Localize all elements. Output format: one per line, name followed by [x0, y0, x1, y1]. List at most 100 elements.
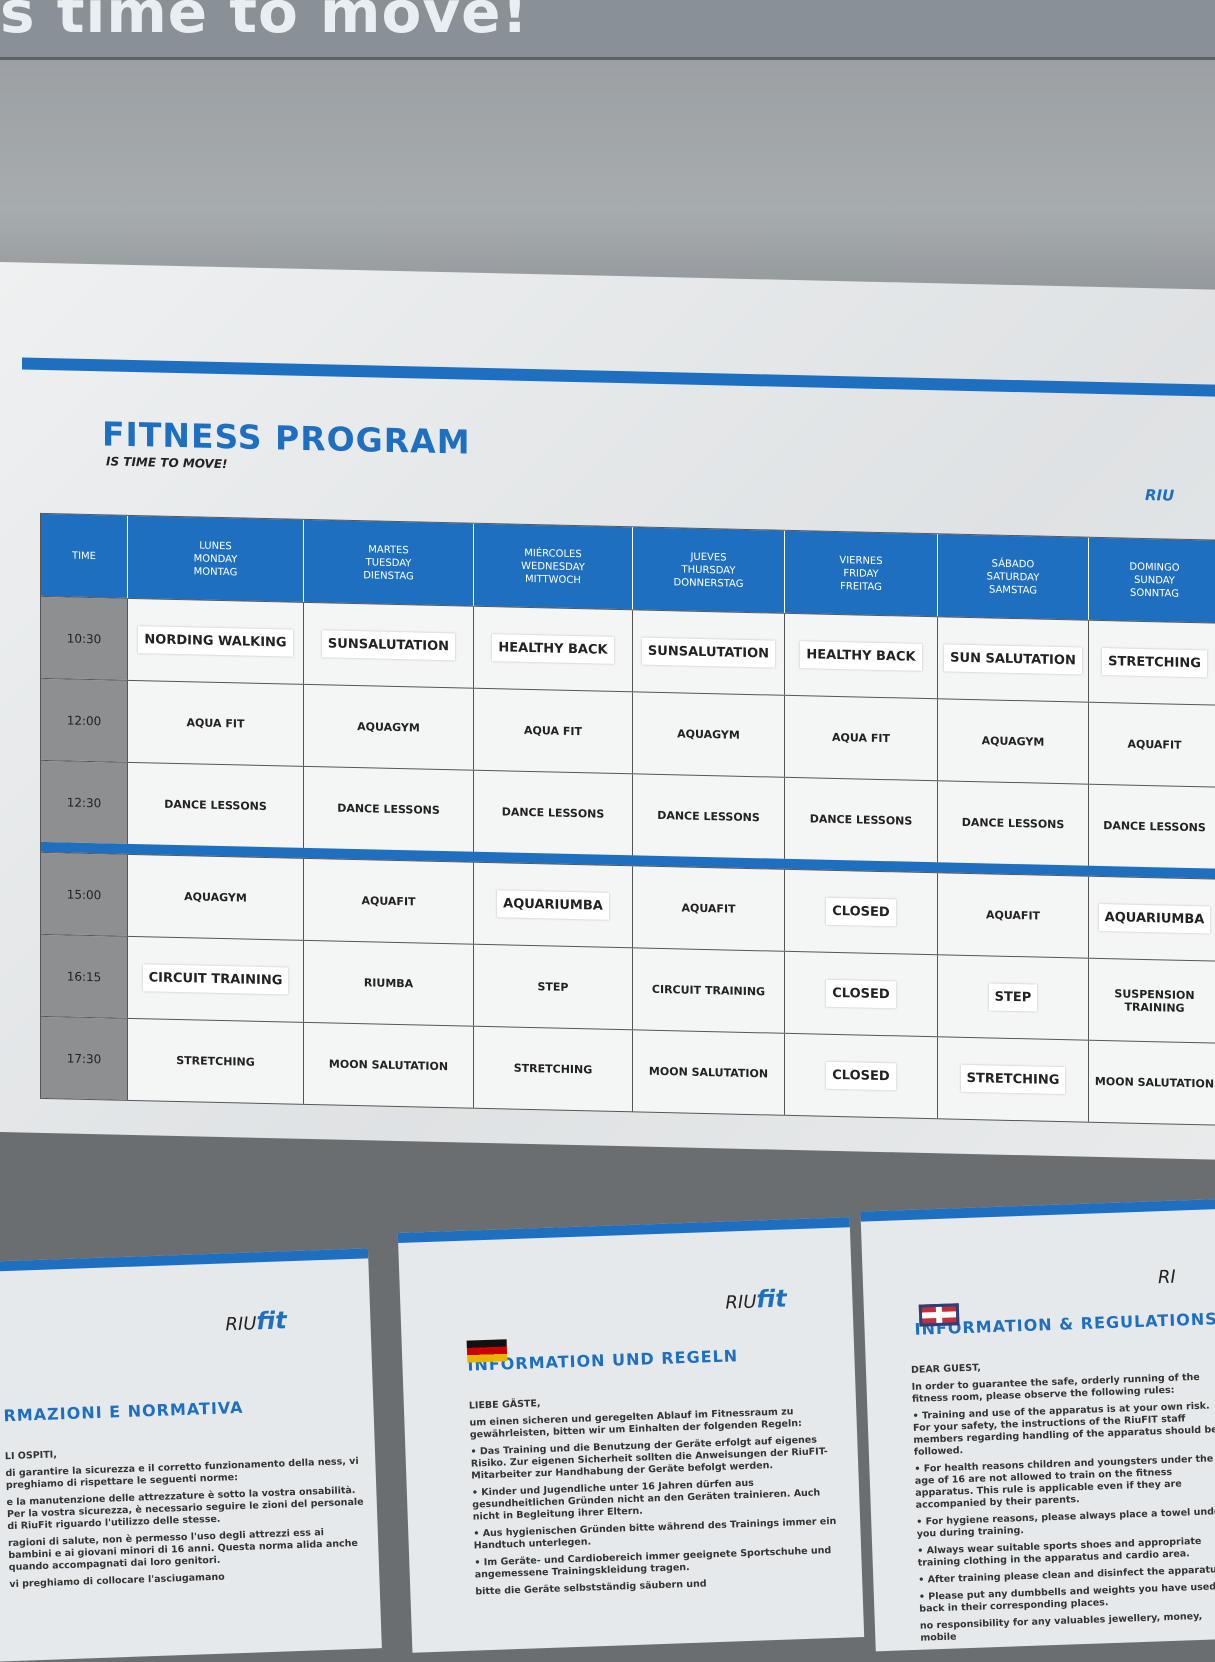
logo-text: RI	[1157, 1266, 1177, 1289]
notice-paragraph: • Please put any dumbbells and weights y…	[918, 1581, 1215, 1615]
logo-text-fit: fit	[755, 1284, 788, 1314]
class-label-sticker: SUN SALUTATION	[944, 644, 1082, 675]
class-cell: DANCE LESSONS	[633, 774, 785, 859]
poster-subtitle: IS TIME TO MOVE!	[106, 454, 228, 472]
class-label-sticker: HEALTHY BACK	[800, 641, 922, 671]
notice-paragraph: ragioni di salute, non è permesso l'uso …	[7, 1527, 359, 1574]
class-cell: HEALTHY BACK	[785, 613, 938, 699]
top-banner: s time to move!	[0, 0, 1215, 60]
class-label-sticker: NORDING WALKING	[138, 626, 293, 657]
class-label-sticker: AQUARIUMBA	[497, 890, 609, 920]
column-header: SÁBADO SATURDAY SAMSTAG	[938, 534, 1089, 620]
class-cell: DANCE LESSONS	[128, 762, 304, 848]
class-cell: AQUARIUMBA	[1089, 876, 1215, 961]
time-cell: 16:15	[41, 934, 128, 1018]
column-header: DOMINGO SUNDAY SONNTAG	[1089, 537, 1215, 623]
notice-paragraph: e la manutenzione delle attrezzature è s…	[6, 1484, 364, 1533]
notice-paragraph: • Kinder und Jugendliche unter 16 Jahren…	[471, 1477, 821, 1523]
notice-english: RI INFORMATION & REGULATIONS DEAR GUEST,…	[860, 1198, 1215, 1652]
riufit-logo: RI	[1157, 1261, 1177, 1290]
class-cell: STRETCHING	[938, 1037, 1089, 1122]
class-cell: SUNSALUTATION	[633, 610, 785, 695]
class-cell: AQUA FIT	[785, 695, 938, 781]
class-cell: CLOSED	[785, 1033, 938, 1119]
class-label-sticker: SUNSALUTATION	[641, 637, 776, 668]
class-label-sticker: STRETCHING	[1102, 648, 1207, 678]
logo-text: RIU	[725, 1291, 757, 1314]
logo-text-fit: fit	[255, 1306, 288, 1336]
class-cell: AQUAFIT	[633, 866, 785, 951]
time-cell: 15:00	[41, 852, 128, 936]
column-header: MIÉRCOLES WEDNESDAY MITTWOCH	[474, 523, 633, 610]
class-cell: HEALTHY BACK	[474, 606, 633, 692]
class-cell: AQUAGYM	[938, 699, 1089, 784]
logo-text: RIU	[225, 1313, 257, 1336]
notice-body: LI OSPITI, di garantire la sicurezza e il…	[5, 1439, 370, 1596]
class-label-sticker: CLOSED	[826, 979, 896, 1009]
brand-logo: RIU	[1145, 485, 1175, 505]
notice-paragraph: • For hygiene reasons, please always pla…	[916, 1506, 1215, 1540]
class-cell: AQUA FIT	[474, 688, 633, 774]
class-cell: SUSPENSION TRAINING	[1089, 958, 1215, 1043]
notice-paragraph: • Das Training und die Benutzung der Ger…	[470, 1434, 828, 1482]
notice-paragraph: In order to guarantee the safe, orderly …	[911, 1371, 1200, 1405]
class-cell: MOON SALUTATION	[304, 1022, 474, 1108]
class-cell: DANCE LESSONS	[474, 770, 633, 856]
class-cell: AQUAGYM	[633, 692, 785, 777]
class-label-sticker: STRETCHING	[960, 1064, 1066, 1095]
column-header: VIERNES FRIDAY FREITAG	[785, 530, 938, 617]
class-cell: CIRCUIT TRAINING	[128, 936, 304, 1022]
notice-italian: RIUfit RMAZIONI E NORMATIVA LI OSPITI, di…	[0, 1248, 382, 1662]
class-cell: AQUAFIT	[304, 858, 474, 944]
class-cell: DANCE LESSONS	[304, 766, 474, 852]
class-label-sticker: AQUARIUMBA	[1098, 903, 1211, 934]
class-cell: STRETCHING	[474, 1026, 633, 1112]
notice-paragraph: • Always wear suitable sports shoes and …	[917, 1535, 1202, 1569]
class-label-sticker: CLOSED	[826, 897, 896, 927]
class-label-sticker: CLOSED	[826, 1061, 896, 1091]
class-cell: RIUMBA	[304, 940, 474, 1026]
poster-title: FITNESS PROGRAM	[102, 414, 471, 462]
class-cell: AQUAGYM	[304, 684, 474, 770]
banner-text: s time to move!	[0, 0, 529, 46]
column-header: MARTES TUESDAY DIENSTAG	[304, 519, 474, 606]
class-cell: AQUAFIT	[1089, 702, 1215, 787]
class-label-sticker: STEP	[988, 983, 1038, 1012]
column-header: LUNES MONDAY MONTAG	[128, 515, 304, 602]
class-cell: SUNSALUTATION	[304, 602, 474, 688]
uk-flag-icon	[918, 1303, 960, 1327]
poster-top-bar	[22, 357, 1215, 397]
class-cell: DANCE LESSONS	[938, 781, 1089, 866]
class-cell: CLOSED	[785, 951, 938, 1037]
class-cell: AQUAFIT	[938, 873, 1089, 958]
class-cell: STEP	[938, 955, 1089, 1040]
class-label-sticker: SUNSALUTATION	[321, 630, 456, 661]
class-cell: STRETCHING	[1089, 620, 1215, 705]
class-cell: CLOSED	[785, 869, 938, 955]
time-cell: 12:30	[41, 760, 128, 844]
fitness-program-poster: FITNESS PROGRAM IS TIME TO MOVE! RIU TIM…	[0, 262, 1215, 1160]
class-cell: CIRCUIT TRAINING	[633, 948, 785, 1033]
riufit-logo: RIUfit	[725, 1284, 787, 1314]
notice-paragraph: • Training and use of the apparatus is a…	[912, 1400, 1215, 1458]
notice-paragraph: no responsibility for any valuables jewe…	[919, 1610, 1203, 1644]
class-cell: DANCE LESSONS	[1089, 784, 1215, 869]
notice-paragraph: • For health reasons children and youngs…	[914, 1453, 1214, 1511]
class-cell: AQUAGYM	[128, 854, 304, 940]
column-header: TIME	[41, 513, 128, 598]
notice-title: INFORMATION UND REGELN	[467, 1346, 739, 1375]
class-cell: AQUARIUMBA	[474, 862, 633, 948]
class-cell: STRETCHING	[128, 1018, 304, 1104]
class-cell: NORDING WALKING	[128, 598, 304, 684]
notice-german: RIUfit INFORMATION UND REGELN LIEBE GÄST…	[397, 1217, 865, 1653]
column-header: JUEVES THURSDAY DONNERSTAG	[633, 527, 785, 613]
class-cell: DANCE LESSONS	[785, 777, 938, 863]
class-cell: AQUA FIT	[128, 680, 304, 766]
time-cell: 12:00	[41, 678, 128, 762]
riufit-logo: RIUfit	[225, 1306, 287, 1336]
class-cell: MOON SALUTATION	[1089, 1040, 1215, 1125]
notice-title: RMAZIONI E NORMATIVA	[3, 1397, 244, 1426]
time-cell: 10:30	[41, 596, 128, 680]
time-cell: 17:30	[41, 1016, 128, 1100]
german-flag-icon	[466, 1339, 508, 1363]
